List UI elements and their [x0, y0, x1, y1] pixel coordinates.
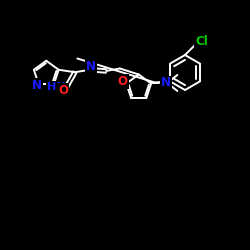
Text: Cl: Cl [195, 35, 208, 48]
Text: N: N [32, 79, 42, 92]
Text: HN: HN [47, 82, 65, 92]
Text: N: N [86, 60, 96, 73]
Text: O: O [58, 84, 68, 97]
Text: N: N [161, 76, 171, 90]
Text: O: O [118, 75, 128, 88]
